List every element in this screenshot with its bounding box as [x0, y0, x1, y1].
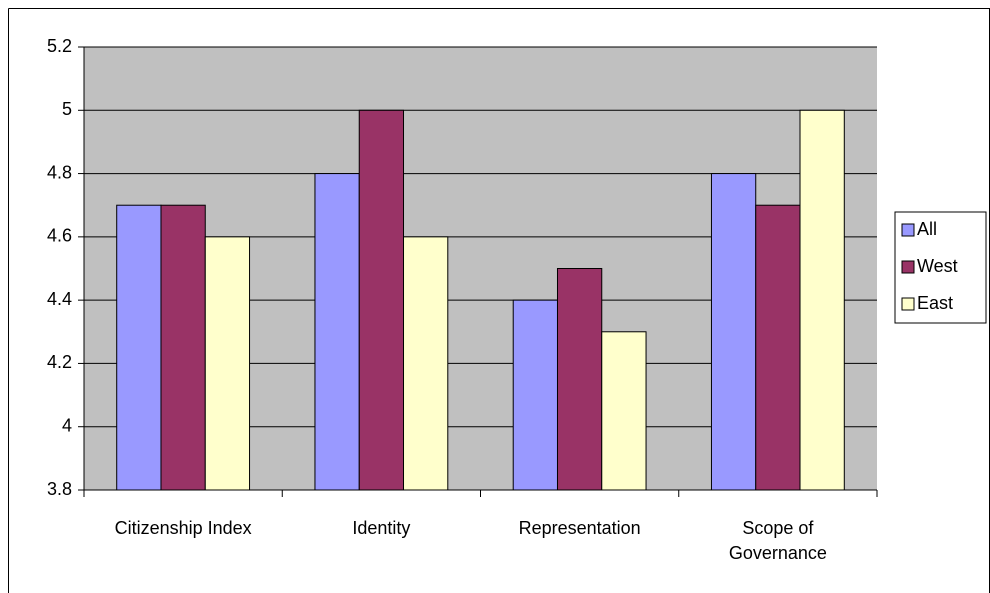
y-tick-label: 5: [62, 99, 72, 119]
legend-label: East: [917, 293, 953, 313]
y-tick-label: 4.6: [47, 226, 72, 246]
x-tick-label: Identity: [352, 518, 411, 538]
bar: [601, 331, 647, 491]
bar: [755, 204, 801, 491]
y-tick-label: 3.8: [47, 479, 72, 499]
bar: [403, 236, 449, 491]
bar: [204, 236, 251, 491]
legend-swatch: [901, 260, 915, 274]
y-tick-label: 4.2: [47, 352, 72, 372]
bar: [358, 109, 405, 491]
bar: [116, 204, 162, 491]
bar: [556, 268, 603, 491]
x-tick-label: Scope of Governance: [728, 518, 827, 563]
bar: [160, 204, 206, 491]
y-tick-label: 4: [62, 415, 72, 435]
y-tick-label: 4.8: [47, 162, 72, 182]
legend-label: West: [917, 256, 958, 276]
x-tick-label: Citizenship Index: [114, 518, 252, 538]
legend-label: All: [917, 219, 937, 239]
bar: [710, 173, 757, 491]
x-tick-label: Representation: [518, 518, 641, 538]
y-tick-label: 5.2: [47, 36, 72, 56]
bar: [799, 109, 845, 491]
y-tick-label: 4.4: [47, 289, 72, 309]
legend-swatch: [901, 297, 915, 311]
bar: [314, 173, 360, 491]
bar: [512, 299, 558, 491]
legend-swatch: [901, 223, 915, 237]
